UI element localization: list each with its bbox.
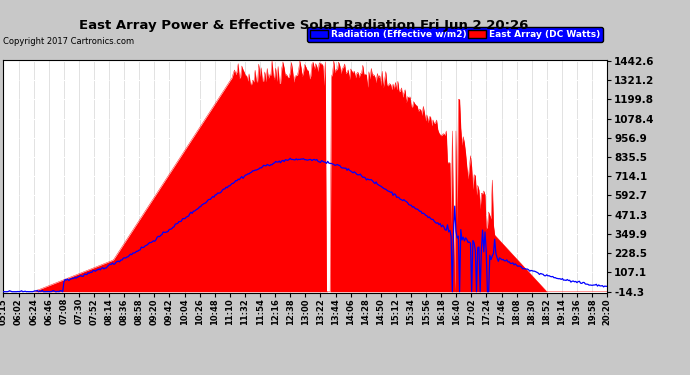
Legend: Radiation (Effective w/m2), East Array (DC Watts): Radiation (Effective w/m2), East Array (… [307, 27, 602, 42]
Text: Copyright 2017 Cartronics.com: Copyright 2017 Cartronics.com [3, 38, 135, 46]
Text: East Array Power & Effective Solar Radiation Fri Jun 2 20:26: East Array Power & Effective Solar Radia… [79, 19, 529, 32]
